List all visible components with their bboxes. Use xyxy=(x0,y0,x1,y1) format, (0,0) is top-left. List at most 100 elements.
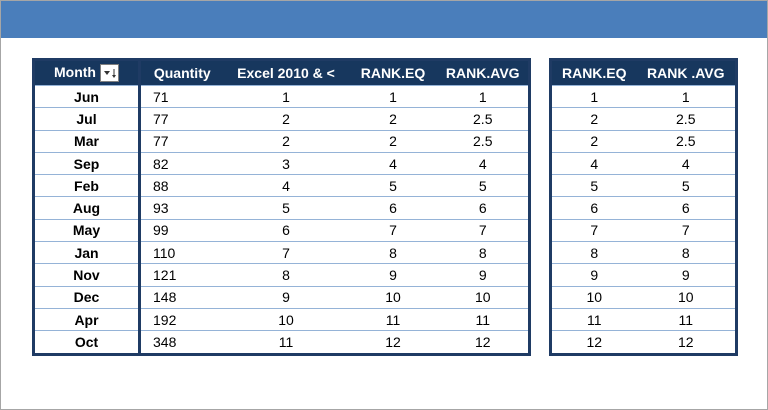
cell-text: Jun xyxy=(74,88,99,105)
table-cell: 4 xyxy=(437,151,530,175)
cell-text: 10 xyxy=(586,289,603,306)
column-header: RANK.EQ xyxy=(348,59,438,86)
cell-text: Jan xyxy=(74,244,99,261)
cell-text: 77 xyxy=(153,110,169,127)
cell-text: 4 xyxy=(282,177,290,194)
cell-text: 9 xyxy=(282,289,290,306)
cell-text: 11 xyxy=(385,311,401,328)
table-cell: 71 xyxy=(139,84,224,108)
cell-text: 2.5 xyxy=(676,110,696,127)
table-cell: 4 xyxy=(550,151,637,175)
cell-text: 7 xyxy=(282,244,290,261)
cell-text: RANK .AVG xyxy=(646,65,725,81)
cell-text: 2 xyxy=(389,133,397,150)
cell-text: 93 xyxy=(153,200,169,217)
table-row: Jun 71 1 1 1 xyxy=(33,84,530,108)
table-cell: 2.5 xyxy=(437,107,530,131)
cell-text: 2 xyxy=(389,110,397,127)
cell-text: Quantity xyxy=(153,65,211,81)
table-row: May 99 6 7 7 xyxy=(33,218,530,242)
table-cell: 12 xyxy=(348,330,438,355)
cell-text: RANK.EQ xyxy=(360,65,426,81)
cell-text: 11 xyxy=(475,311,491,328)
cell-text: 7 xyxy=(590,222,599,239)
table-cell: 6 xyxy=(550,196,637,220)
table-cell: 8 xyxy=(550,241,637,264)
cell-text: 6 xyxy=(478,200,487,217)
table-cell: 5 xyxy=(636,174,737,197)
table-cell: 77 xyxy=(139,129,224,153)
cell-text: Mar xyxy=(74,133,99,150)
filter-button[interactable] xyxy=(99,64,119,83)
cell-text: 99 xyxy=(153,222,169,239)
table-cell: Jan xyxy=(33,241,141,264)
table-cell: 2.5 xyxy=(437,129,530,153)
table-row: Mar 77 2 2 2.5 xyxy=(33,129,530,153)
cell-text: 6 xyxy=(590,200,599,217)
table-cell: 12 xyxy=(636,330,737,355)
cell-text: 12 xyxy=(586,333,603,350)
table-cell: May xyxy=(33,218,141,242)
cell-text: 8 xyxy=(681,244,690,261)
table-cell: 6 xyxy=(636,196,737,220)
cell-text: 148 xyxy=(153,289,177,306)
cell-text: 4 xyxy=(478,155,487,172)
table-cell: 82 xyxy=(139,151,224,175)
column-header: RANK.AVG xyxy=(437,59,530,86)
table-cell: Sep xyxy=(33,151,141,175)
cell-text: 2.5 xyxy=(676,133,696,150)
cell-text: 2 xyxy=(590,133,599,150)
table-cell: 11 xyxy=(636,307,737,331)
header-banner xyxy=(1,1,767,38)
cell-text: 8 xyxy=(282,267,290,284)
table-cell: 8 xyxy=(636,241,737,264)
cell-text: Sep xyxy=(73,155,100,172)
table-cell: 9 xyxy=(437,263,530,287)
table-cell: 99 xyxy=(139,218,224,242)
cell-text: 11 xyxy=(278,333,294,350)
table-cell: 2 xyxy=(348,107,438,131)
cell-text: 2 xyxy=(282,110,290,127)
table-cell: 12 xyxy=(437,330,530,355)
cell-text: 11 xyxy=(586,311,602,328)
table-cell: 7 xyxy=(550,218,637,242)
cell-text: Nov xyxy=(73,267,100,284)
table-cell: 8 xyxy=(223,263,349,287)
table-cell: 6 xyxy=(223,218,349,242)
table-cell: 5 xyxy=(348,174,438,197)
cell-text: Month xyxy=(54,63,96,80)
column-header: Quantity xyxy=(139,59,224,86)
cell-text: 8 xyxy=(389,244,397,261)
table-cell: 2 xyxy=(223,129,349,153)
table-cell: 348 xyxy=(139,330,224,355)
table-cell: 5 xyxy=(223,196,349,220)
table-cell: 2 xyxy=(348,129,438,153)
cell-text: 192 xyxy=(153,311,177,328)
cell-text: 88 xyxy=(153,177,169,194)
table-cell: 7 xyxy=(437,218,530,242)
table-row: Aug 93 5 6 6 xyxy=(33,196,530,220)
table-cell: 1 xyxy=(550,84,637,108)
cell-text: 7 xyxy=(478,222,487,239)
cell-text: 2.5 xyxy=(473,110,493,127)
table-cell: 10 xyxy=(348,285,438,309)
cell-text: 5 xyxy=(389,177,397,194)
table-cell: 9 xyxy=(223,285,349,309)
table-cell: 10 xyxy=(550,285,637,309)
filter-icon xyxy=(103,69,116,79)
table-cell: 148 xyxy=(139,285,224,309)
table-row: Dec 148 9 10 10 xyxy=(33,285,530,309)
column-header[interactable]: Month xyxy=(33,59,141,86)
cell-text: 1 xyxy=(681,88,690,105)
table-cell: 4 xyxy=(348,151,438,175)
table-row: 2 2.5 xyxy=(550,107,737,131)
cell-text: 10 xyxy=(677,289,694,306)
cell-text: 4 xyxy=(590,155,599,172)
table-cell: Nov xyxy=(33,263,141,287)
table-row: 12 12 xyxy=(550,330,737,355)
